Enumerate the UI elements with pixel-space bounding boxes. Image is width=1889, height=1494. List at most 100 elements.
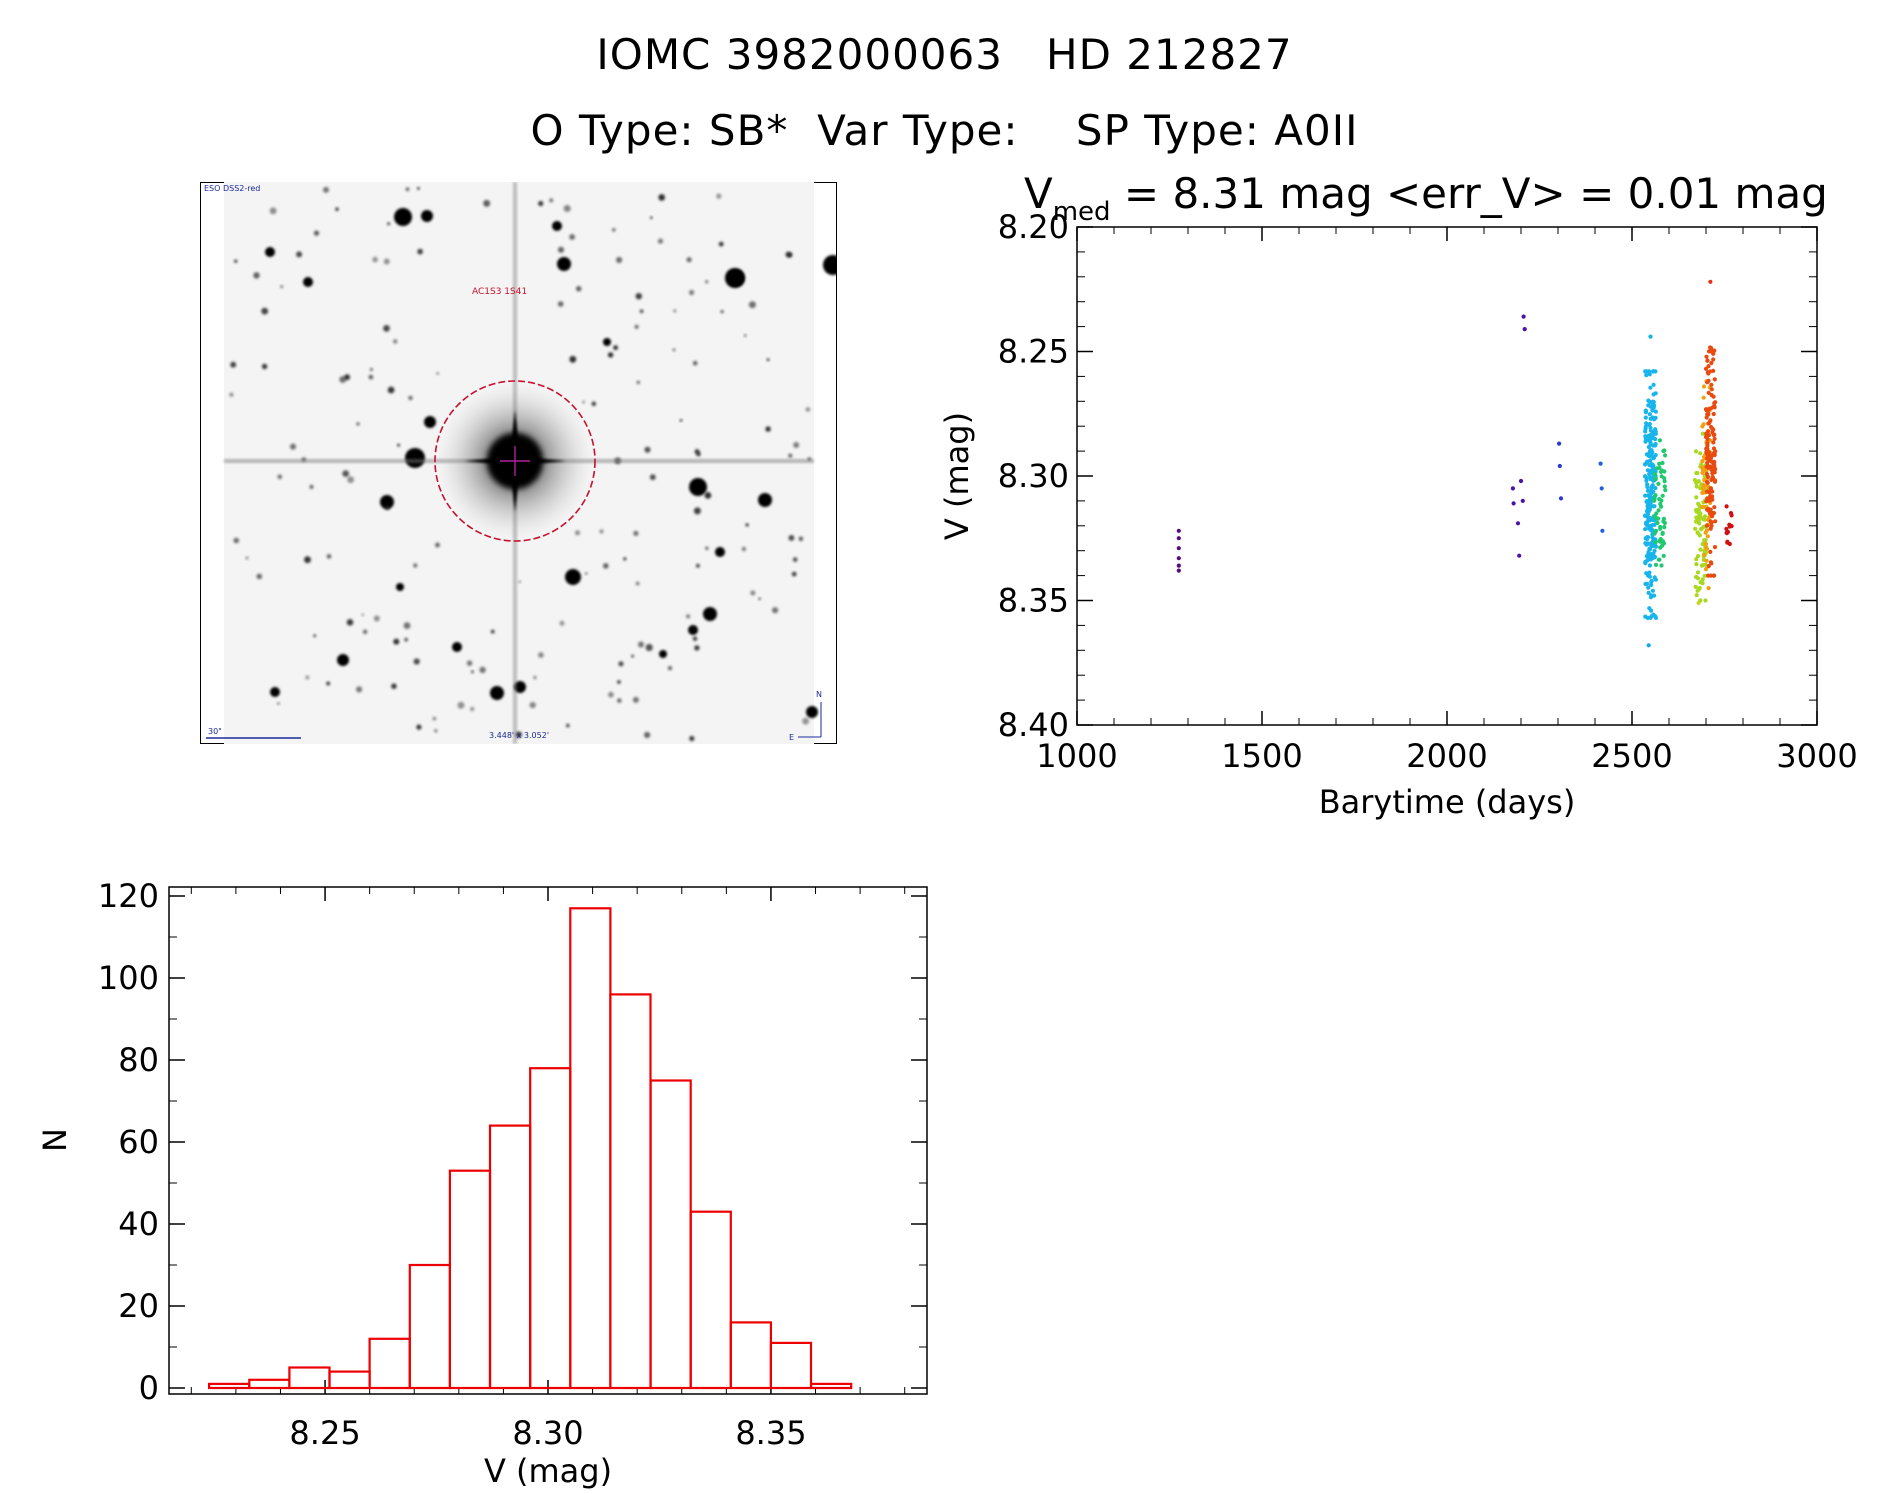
field-star <box>346 619 354 626</box>
field-star <box>692 360 698 366</box>
lc-data-point <box>1643 424 1648 429</box>
lc-data-point <box>1693 526 1698 531</box>
field-star <box>245 556 249 560</box>
star-field <box>229 186 837 742</box>
field-star <box>686 257 692 263</box>
lc-data-point <box>1645 581 1650 586</box>
field-star <box>538 652 544 658</box>
hist-bar <box>569 907 612 1390</box>
lc-data-point <box>1698 451 1703 456</box>
lc-data-point <box>1701 384 1707 389</box>
field-star <box>599 529 604 534</box>
lc-data-point <box>1657 461 1662 466</box>
field-star <box>387 386 395 394</box>
field-star <box>313 634 317 638</box>
field-star <box>657 238 664 244</box>
lc-data-point <box>1645 488 1650 493</box>
field-star <box>611 228 616 232</box>
hist-y-tick-label: 60 <box>118 1123 159 1161</box>
lc-data-point <box>1648 404 1653 409</box>
field-star <box>806 706 818 718</box>
lc-data-point <box>1662 525 1667 530</box>
field-star <box>728 270 744 286</box>
lc-x-tick-label: 2500 <box>1591 737 1672 775</box>
field-star <box>689 289 695 296</box>
lc-data-point <box>1694 519 1699 524</box>
field-star <box>758 493 772 507</box>
lc-data-point <box>1695 554 1701 559</box>
field-star <box>393 339 398 344</box>
field-star <box>798 536 804 542</box>
field-star <box>269 207 277 215</box>
field-star <box>793 442 800 448</box>
lc-x-tick-label: 1000 <box>1036 737 1117 775</box>
field-star <box>490 629 495 634</box>
lc-data-point <box>1647 412 1652 417</box>
lc-data-point <box>1653 540 1658 545</box>
field-star <box>765 426 771 432</box>
lc-data-point <box>1709 459 1714 464</box>
field-star <box>557 246 565 253</box>
field-star <box>424 416 436 428</box>
field-star <box>344 374 350 381</box>
lc-data-point <box>1648 475 1653 480</box>
field-star <box>772 607 779 614</box>
lc-data-point <box>1701 483 1706 488</box>
lc-data-point <box>1661 553 1666 559</box>
field-star <box>253 272 260 279</box>
field-star <box>515 731 522 738</box>
hist-bar <box>529 1067 572 1390</box>
lc-data-point <box>1709 360 1714 366</box>
field-star <box>639 309 644 314</box>
field-star <box>694 645 700 651</box>
lc-data-point <box>1651 400 1656 405</box>
lc-data-point <box>1649 582 1654 588</box>
lc-data-point <box>1713 519 1718 524</box>
lc-data-points <box>1176 279 1734 648</box>
lc-data-point <box>1647 546 1652 552</box>
compass-north-label: N <box>816 690 822 699</box>
lc-data-point <box>1709 387 1714 392</box>
lc-data-point <box>1699 526 1704 531</box>
field-star <box>582 400 585 404</box>
field-star <box>635 293 642 300</box>
field-star <box>645 643 653 652</box>
field-star <box>529 702 536 709</box>
field-star <box>369 368 373 371</box>
field-star <box>607 352 614 358</box>
lc-data-point <box>1709 349 1714 354</box>
lc-data-point <box>1648 458 1653 463</box>
lc-data-point <box>1709 424 1714 430</box>
lc-data-point <box>1651 432 1656 437</box>
lc-data-point <box>1656 516 1661 521</box>
field-star <box>326 681 331 686</box>
lc-data-point <box>1517 553 1522 558</box>
lc-data-point <box>1522 327 1527 332</box>
field-star <box>705 546 709 550</box>
lc-data-point <box>1648 595 1653 600</box>
lc-data-point <box>1656 481 1661 486</box>
lc-data-point <box>1698 486 1703 491</box>
field-star <box>635 581 640 586</box>
lc-data-point <box>1711 357 1716 362</box>
field-star <box>421 210 433 222</box>
hist-y-tick-label: 100 <box>98 959 159 997</box>
field-star <box>716 193 722 199</box>
lc-data-point <box>1703 366 1709 371</box>
field-star <box>230 361 237 368</box>
lc-data-point <box>1710 467 1715 472</box>
field-star <box>693 507 701 515</box>
field-star <box>673 309 677 313</box>
field-star <box>758 597 761 601</box>
lc-data-point <box>1708 549 1713 555</box>
lc-data-point <box>1705 534 1710 539</box>
lc-data-point <box>1650 535 1655 540</box>
lc-data-point <box>1693 584 1698 589</box>
lc-data-point <box>1706 586 1711 591</box>
field-star <box>408 395 413 401</box>
lc-data-point <box>1711 451 1716 456</box>
lc-data-point <box>1701 395 1706 400</box>
field-star <box>387 222 391 226</box>
lc-y-tick-label: 8.35 <box>998 582 1069 620</box>
lc-data-point <box>1648 385 1653 390</box>
